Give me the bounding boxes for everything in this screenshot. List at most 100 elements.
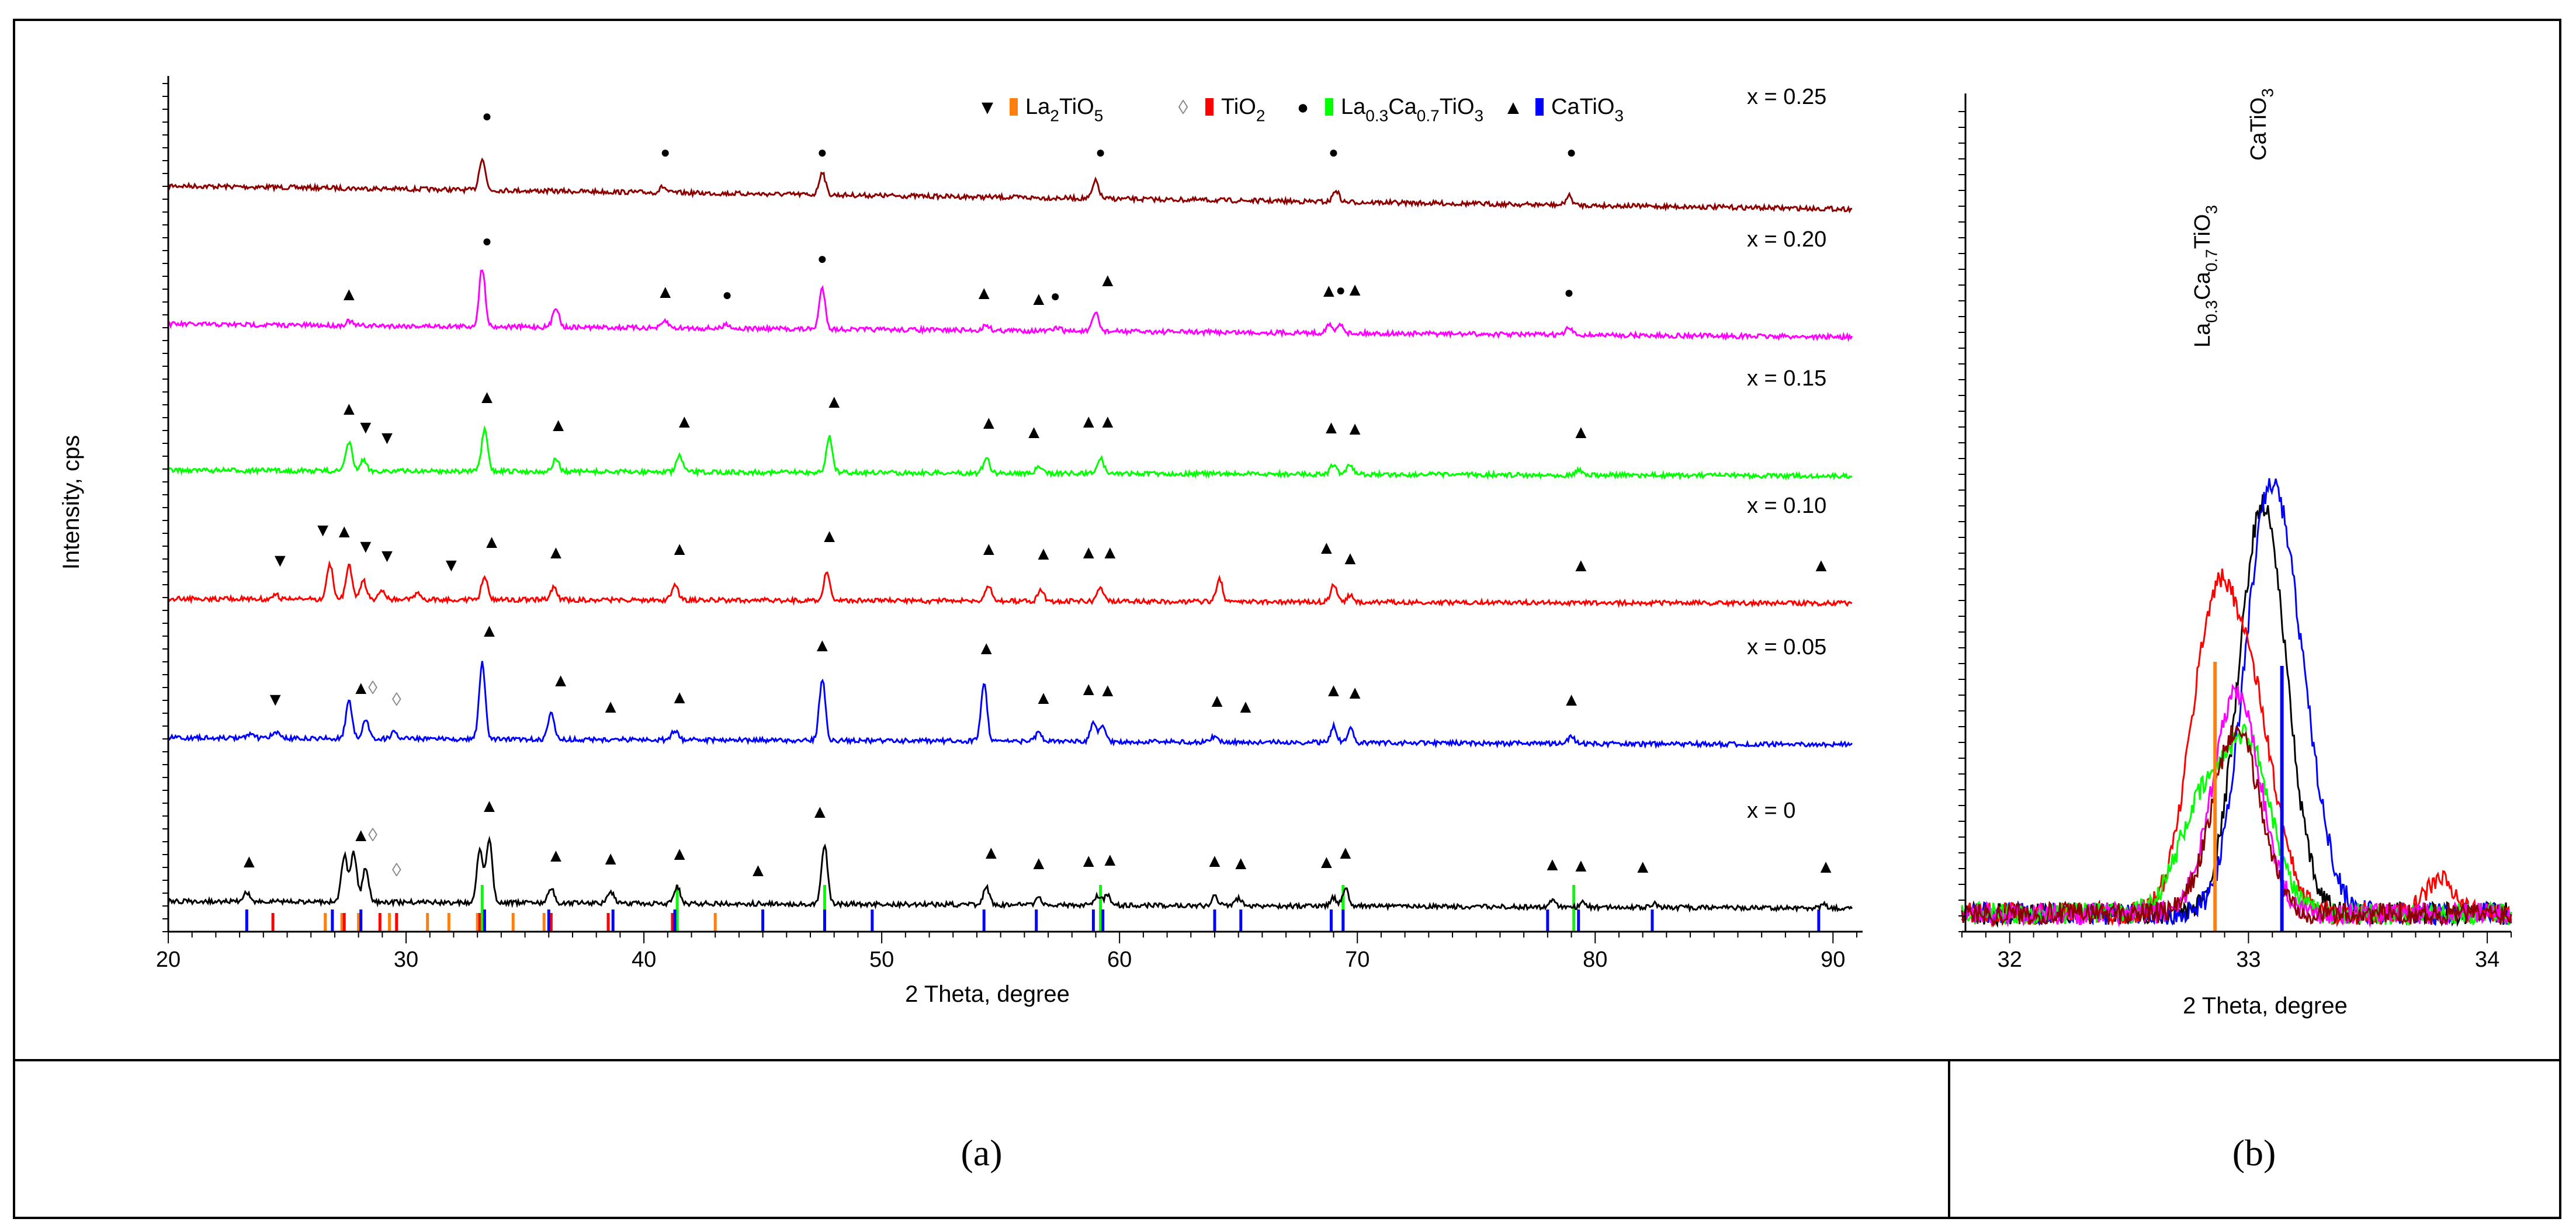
x-tick-label-b-33: 33 — [2236, 947, 2260, 972]
legend-swatch-la0-3ca0-7tio3 — [1325, 98, 1333, 116]
marker-x-0-25-47.5: ● — [817, 143, 827, 161]
marker-x-0-15-69.9: ▲ — [1346, 418, 1364, 439]
formula-mid: Ca — [2190, 271, 2215, 300]
marker-x-0-68.7: ▲ — [1317, 851, 1336, 872]
formula-mid: TiO — [1059, 95, 1094, 119]
marker-x-0-20-69.3: ● — [1336, 281, 1346, 299]
marker-x-0-10-89.5: ▲ — [1812, 554, 1830, 575]
trace-x-0-10 — [167, 560, 1853, 608]
diffraction-traces-a — [167, 157, 1853, 913]
formula-sub3: 3 — [1475, 107, 1484, 125]
marker-x-0-05-41.5: ▲ — [670, 686, 689, 707]
marker-x-0-15-56.4: ▲ — [1025, 421, 1043, 442]
marker-x-0-10-79.4: ▲ — [1572, 554, 1590, 575]
marker-x-0-10-29.2: ▼ — [378, 545, 397, 566]
marker-x-0-10-31.9: ▼ — [442, 554, 461, 575]
marker-x-0-05-28.6: ◊ — [368, 677, 377, 698]
marker-x-0-28.1: ▲ — [352, 824, 370, 845]
marker-x-0-38.6: ▲ — [601, 848, 620, 869]
caption-b: (b) — [2232, 1132, 2276, 1174]
legend-symbol-tio2: ◊ — [1178, 96, 1188, 119]
marker-x-0-10-59.6: ▲ — [1101, 541, 1119, 563]
legend-swatch-la2tio5 — [1010, 98, 1018, 116]
y-axis-label: Intensity, cps — [58, 435, 84, 570]
trace-x-0-20 — [167, 269, 1853, 342]
marker-x-0-15-29.2: ▼ — [378, 427, 397, 448]
trace-b-x-0-05 — [1961, 478, 2512, 926]
marker-x-0-10-47.8: ▲ — [820, 525, 839, 546]
marker-x-0-10-54.5: ▲ — [979, 538, 998, 559]
legend-swatch-catio3 — [1535, 98, 1544, 116]
trace-b-x-0-25 — [1961, 725, 2512, 928]
reference-sticks-b — [2213, 662, 2284, 932]
marker-x-0-05-29.6: ◊ — [392, 689, 401, 710]
composition-label-x-0-25: x = 0.25 — [1747, 85, 1826, 109]
marker-x-0-20-43.5: ● — [722, 286, 732, 304]
legend-symbol-la2tio5: ▼ — [977, 96, 997, 119]
caption-a: (a) — [961, 1132, 1002, 1174]
marker-x-0-10-36.3: ▲ — [547, 541, 566, 563]
marker-x-0-58.7: ▲ — [1079, 850, 1098, 871]
x-tick-label-a-20: 20 — [156, 947, 181, 972]
x-tick-label-a-70: 70 — [1345, 947, 1370, 972]
composition-label-x-0-05: x = 0.05 — [1747, 635, 1826, 659]
marker-x-0-05-65.3: ▲ — [1236, 696, 1255, 717]
marker-x-0-10-26.5: ▼ — [314, 519, 332, 540]
marker-x-0-23.4: ▲ — [240, 850, 259, 872]
formula-sub2: 0.7 — [2203, 249, 2221, 272]
marker-x-0-20-40.9: ▲ — [656, 281, 675, 302]
marker-x-0-10-68.7: ▲ — [1317, 537, 1336, 558]
annotation-la0-3ca0-7tio3: La0.3Ca0.7TiO3 — [2190, 205, 2221, 348]
composition-label-x-0-10: x = 0.10 — [1747, 494, 1826, 518]
marker-x-0-25-59.2: ● — [1095, 143, 1105, 161]
marker-x-0-20-69.9: ▲ — [1346, 279, 1364, 300]
legend-symbol-catio3: ▲ — [1503, 96, 1523, 119]
marker-x-0-05-58.7: ▲ — [1079, 678, 1098, 699]
marker-x-0-15-54.5: ▲ — [979, 412, 998, 433]
figure-frame — [13, 19, 2561, 1219]
marker-x-0-05-33.5: ▲ — [480, 620, 499, 641]
legend-label-catio3: CaTiO3 — [1551, 95, 1624, 125]
marker-x-0-20-78.9: ● — [1564, 283, 1574, 301]
marker-x-0-15-36.4: ▲ — [549, 414, 568, 435]
marker-x-0-28.6: ◊ — [368, 824, 377, 845]
trace-x-0-15 — [167, 425, 1853, 481]
x-tick-label-b-32: 32 — [1998, 947, 2022, 972]
marker-x-0-05-36.5: ▲ — [552, 669, 570, 690]
marker-x-0-15-79.4: ▲ — [1572, 421, 1590, 442]
marker-x-0-15-58.7: ▲ — [1079, 411, 1098, 432]
marker-x-0-10-33.6: ▲ — [483, 531, 501, 552]
x-tick-label-b-34: 34 — [2475, 947, 2499, 972]
phase-markers-a: ●● ● ● ● ●▲●▲ ●●▲ ▲ ●▲ ▲● ▲ ●▲▼ ▼▲▲ ▲▲▲ ▲ ▲ ▲ ▲ ▲ ▲▼▼ ▲▼ ▼ ▼▲… — [240, 107, 1835, 880]
formula-base: La — [2190, 322, 2215, 348]
marker-x-0-15-28.3: ▼ — [356, 416, 375, 438]
marker-x-0-36.3: ▲ — [547, 845, 566, 866]
x-tick-label-a-90: 90 — [1821, 947, 1845, 972]
marker-x-0-33.5: ▲ — [480, 795, 499, 816]
marker-x-0-10-41.5: ▲ — [670, 538, 689, 559]
trace-x-0-25 — [167, 157, 1853, 214]
marker-x-0-44.8: ▲ — [749, 859, 768, 880]
x-axis-label-b: 2 Theta, degree — [2183, 993, 2348, 1019]
marker-x-0-05-79: ▲ — [1562, 689, 1581, 710]
legend-symbol-la0-3ca0-7tio3: ● — [1297, 96, 1309, 119]
marker-x-0-20-59.5: ▲ — [1098, 269, 1117, 290]
marker-x-0-20-27.6: ▲ — [340, 283, 359, 304]
marker-x-0-05-69: ▲ — [1325, 679, 1343, 700]
marker-x-0-05-54.4: ▲ — [977, 637, 996, 658]
diffraction-traces-b — [1961, 478, 2512, 928]
panel-a: ●● ● ● ● ●▲●▲ ●●▲ ▲ ●▲ ▲● ▲ ●▲▼ ▼▲▲ ▲▲▲ ▲ ▲ ▲ ▲ ▲ ▲▼▼ ▲▼ ▼ ▼▲… — [58, 76, 1863, 1007]
marker-x-0-64: ▲ — [1205, 850, 1224, 871]
legend-label-la0-3ca0-7tio3: La0.3Ca0.7TiO3 — [1341, 95, 1483, 125]
annotation-catio3: CaTiO3 — [2246, 88, 2277, 161]
marker-x-0-20-47.5: ● — [817, 249, 827, 268]
formula-sub1: 3 — [1614, 107, 1624, 125]
marker-x-0-25-79: ● — [1566, 143, 1576, 161]
formula-sub2: 0.7 — [1417, 107, 1440, 125]
marker-x-0-15-59.5: ▲ — [1098, 411, 1117, 432]
trace-b-x-0-20 — [1961, 683, 2512, 928]
axes-a: 20 30 40 50 60 70 80 90 — [156, 76, 1863, 972]
formula-tail: TiO — [2190, 214, 2215, 249]
formula-sub2: 5 — [1094, 107, 1104, 125]
